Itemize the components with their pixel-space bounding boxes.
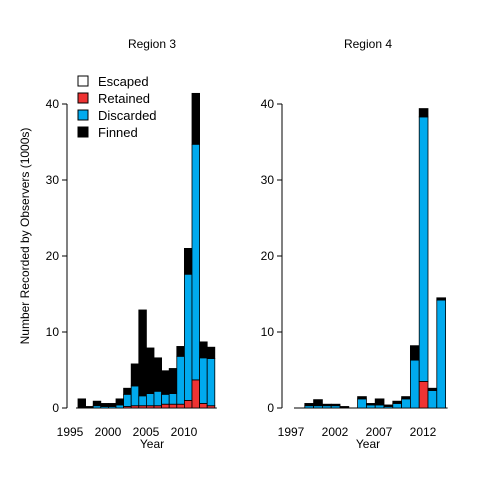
- bar-segment-discarded: [418, 116, 429, 382]
- bar-segment-finned: [401, 396, 411, 400]
- bar-segment-finned: [321, 403, 332, 407]
- legend-label-discarded: Discarded: [98, 108, 157, 123]
- bar-segment-finned: [392, 400, 402, 404]
- bar-segment-retained: [161, 403, 170, 409]
- legend-swatch-finned: [77, 126, 89, 138]
- bar-segment-discarded: [168, 393, 178, 405]
- bar-segment-discarded: [176, 355, 185, 405]
- bar-segment-finned: [357, 396, 367, 400]
- y-tick-label: 20: [46, 249, 60, 263]
- bar-segment-finned: [365, 403, 376, 406]
- bar-segment-finned: [427, 387, 438, 391]
- bar-segment-discarded: [153, 390, 162, 407]
- bar-segment-finned: [339, 406, 350, 409]
- legend: Escaped Retained Discarded Finned: [77, 74, 157, 140]
- x-tick-label: 2010: [171, 425, 198, 439]
- bar-segment-finned: [130, 363, 140, 387]
- y-tick-label: 20: [261, 249, 275, 263]
- bar-segment-finned: [374, 398, 385, 406]
- bar-segment-discarded: [183, 273, 193, 401]
- bar-segment-retained: [168, 403, 178, 409]
- y-tick-label: 0: [267, 401, 274, 415]
- x-axis-label-region-4: Year: [356, 437, 380, 451]
- y-tick-label: 30: [261, 173, 275, 187]
- bar-segment-finned: [115, 398, 124, 406]
- bar-segment-discarded: [115, 404, 124, 409]
- bar-segment-retained: [176, 403, 185, 409]
- chart-title-region-4: Region 4: [344, 37, 392, 51]
- y-tick-label: 40: [261, 97, 275, 111]
- bar-segment-finned: [383, 404, 394, 407]
- legend-swatch-escaped: [77, 75, 89, 87]
- bar-segment-finned: [191, 92, 200, 145]
- x-tick-label: 2000: [95, 425, 122, 439]
- bar-segment-finned: [145, 347, 155, 394]
- bar-segment-finned: [176, 346, 185, 357]
- bar-segment-finned: [330, 403, 341, 407]
- bar-segment-discarded: [357, 398, 367, 409]
- bar-segment-finned: [409, 345, 420, 361]
- legend-label-finned: Finned: [98, 125, 138, 140]
- x-tick-label: 2007: [366, 425, 393, 439]
- bar-segment-discarded: [138, 395, 147, 407]
- x-tick-label: 1997: [278, 425, 305, 439]
- bar-segment-discarded: [199, 357, 208, 404]
- bar-segment-discarded: [161, 393, 170, 405]
- y-tick-label: 10: [46, 325, 60, 339]
- chart-region-3: Region 3 Year 0 10 20 30 40 1995 2000 2005 2010: [46, 37, 217, 451]
- x-tick-label: 2002: [322, 425, 349, 439]
- bar-segment-discarded: [409, 359, 420, 409]
- bar-segment-retained: [191, 379, 200, 409]
- bar-segment-finned: [304, 403, 314, 407]
- bar-segment-finned: [206, 346, 216, 360]
- bar-segment-finned: [123, 387, 132, 395]
- y-tick-label: 0: [52, 401, 59, 415]
- bar-segment-discarded: [206, 358, 216, 407]
- bar-segment-finned: [77, 398, 86, 409]
- bar-segment-finned: [85, 406, 94, 409]
- bar-segment-finned: [313, 399, 323, 407]
- bar-segment-finned: [138, 309, 147, 397]
- x-axis-label-region-3: Year: [140, 437, 164, 451]
- bar-segment-discarded: [401, 398, 411, 409]
- y-axis-label: Number Recorded by Observers (1000s): [18, 128, 32, 345]
- bar-segment-discarded: [436, 299, 446, 409]
- y-tick-label: 40: [46, 97, 60, 111]
- bar-segment-discarded: [374, 404, 385, 409]
- bar-segment-discarded: [123, 393, 132, 407]
- bar-segment-finned: [183, 247, 193, 275]
- x-tick-label: 1995: [57, 425, 84, 439]
- bar-segment-finned: [418, 108, 429, 118]
- legend-label-escaped: Escaped: [98, 74, 149, 89]
- x-tick-label: 2005: [133, 425, 160, 439]
- bar-segment-finned: [168, 368, 178, 394]
- bar-segment-finned: [100, 403, 109, 407]
- bar-segment-discarded: [130, 385, 140, 407]
- chart-region-4: Region 4 Year 0 10 20 30 40 1997 2002 2007 2012: [261, 37, 448, 451]
- bar-segment-finned: [108, 403, 117, 407]
- bar-segment-discarded: [365, 404, 376, 409]
- bar-segment-finned: [199, 341, 208, 359]
- bar-segment-finned: [436, 297, 446, 301]
- bar-segment-discarded: [427, 390, 438, 409]
- bar-segment-discarded: [392, 403, 402, 409]
- y-tick-label: 10: [261, 325, 275, 339]
- legend-swatch-discarded: [77, 109, 89, 121]
- legend-label-retained: Retained: [98, 91, 150, 106]
- bar-segment-retained: [418, 380, 429, 409]
- bar-segment-finned: [161, 370, 170, 395]
- bar-segment-discarded: [145, 393, 155, 407]
- legend-swatch-retained: [77, 92, 89, 104]
- x-tick-label: 2012: [410, 425, 437, 439]
- bar-segment-retained: [183, 399, 193, 409]
- bar-segment-finned: [92, 400, 102, 407]
- bar-segment-finned: [153, 357, 162, 392]
- bar-segment-retained: [199, 403, 208, 409]
- chart-title-region-3: Region 3: [128, 37, 176, 51]
- bar-segment-discarded: [191, 143, 200, 381]
- y-tick-label: 30: [46, 173, 60, 187]
